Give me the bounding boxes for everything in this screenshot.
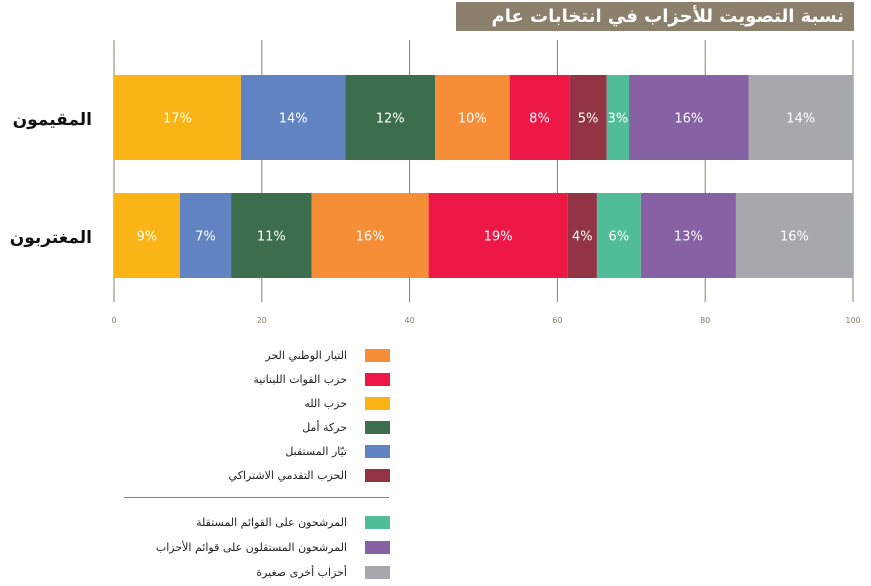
data-label: 8% — [529, 112, 550, 127]
legend-label: الحزب التقدمي الاشتراكي — [228, 469, 347, 482]
data-label: 12% — [376, 112, 405, 127]
data-label: 19% — [484, 230, 513, 245]
data-label: 13% — [674, 230, 703, 245]
legend-label: حزب القوات اللبنانية — [253, 373, 347, 386]
x-tick-label: 100 — [845, 316, 860, 325]
bar-segment — [311, 193, 429, 278]
category-label-residents: المقيمون — [12, 110, 92, 130]
data-label: 17% — [163, 112, 192, 127]
legend-swatch — [365, 373, 390, 386]
legend-label: التيار الوطني الحر — [265, 349, 347, 362]
data-label: 16% — [674, 112, 703, 127]
bar-segment — [114, 75, 241, 160]
bar-segment — [629, 75, 749, 160]
legend-swatch — [365, 469, 390, 482]
data-label: 6% — [609, 230, 630, 245]
bar-segment — [509, 75, 570, 160]
bar-segment — [596, 193, 641, 278]
legend-item: حركة أمل — [100, 421, 390, 434]
chart-title: نسبة التصويت للأحزاب في انتخابات عام 201… — [456, 2, 854, 56]
legend-label: تيّار المستقبل — [285, 445, 347, 458]
legend-swatch — [365, 541, 390, 554]
data-label: 16% — [780, 230, 809, 245]
bar-segment — [606, 75, 630, 160]
category-label-expatriates: المغتربون — [9, 228, 92, 248]
bar-segment — [735, 193, 853, 278]
data-label: 10% — [458, 112, 487, 127]
bar-segment — [567, 193, 597, 278]
x-tick-label: 20 — [257, 316, 267, 325]
legend-swatch — [365, 397, 390, 410]
legend-item: المرشحون على القوائم المستقلة — [100, 516, 390, 529]
legend-swatch — [365, 516, 390, 529]
bar-segment — [231, 193, 312, 278]
bar-segment — [640, 193, 736, 278]
bar-segment — [434, 75, 510, 160]
data-label: 9% — [137, 230, 158, 245]
bar-segment — [240, 75, 346, 160]
bar-segment — [345, 75, 435, 160]
data-label: 14% — [786, 112, 815, 127]
legend-item: حزب الله — [100, 397, 390, 410]
legend-item: أحزاب أخرى صغيرة — [100, 566, 390, 579]
legend-item: تيّار المستقبل — [100, 445, 390, 458]
legend-divider — [124, 497, 389, 498]
data-label: 7% — [195, 230, 216, 245]
legend-item: التيار الوطني الحر — [100, 349, 390, 362]
bar-segment — [748, 75, 853, 160]
legend-swatch — [365, 421, 390, 434]
legend-swatch — [365, 566, 390, 579]
legend-label: أحزاب أخرى صغيرة — [256, 566, 347, 579]
data-label: 5% — [578, 112, 599, 127]
legend-swatch — [365, 445, 390, 458]
legend-swatch — [365, 349, 390, 362]
legend-item: الحزب التقدمي الاشتراكي — [100, 469, 390, 482]
legend-item: المرشحون المستقلون على قوائم الأحزاب — [100, 541, 390, 554]
legend-item: حزب القوات اللبنانية — [100, 373, 390, 386]
bar-segment — [114, 193, 180, 278]
data-label: 11% — [257, 230, 286, 245]
bar-segment — [428, 193, 568, 278]
x-tick-label: 60 — [552, 316, 562, 325]
bar-segment — [569, 75, 607, 160]
legend-label: المرشحون على القوائم المستقلة — [196, 516, 347, 529]
legend-label: حزب الله — [304, 397, 347, 410]
legend-label: المرشحون المستقلون على قوائم الأحزاب — [155, 541, 347, 554]
x-tick-label: 40 — [405, 316, 415, 325]
data-label: 3% — [608, 112, 629, 127]
legend-label: حركة أمل — [302, 421, 347, 434]
bar-segment — [179, 193, 232, 278]
data-label: 16% — [356, 230, 385, 245]
data-label: 4% — [572, 230, 593, 245]
data-label: 14% — [279, 112, 308, 127]
x-tick-label: 80 — [700, 316, 710, 325]
x-tick-label: 0 — [111, 316, 116, 325]
